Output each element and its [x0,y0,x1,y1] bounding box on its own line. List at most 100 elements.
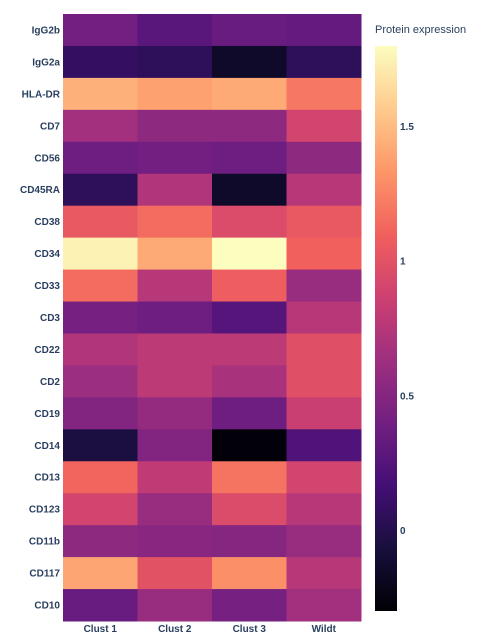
heatmap-cell [212,173,287,207]
heatmap-cell [286,237,362,271]
heatmap-cell [286,365,362,398]
heatmap-cell [137,269,213,303]
column-labels: Clust 1 Clust 2 Clust 3 Wildt [84,624,337,635]
heatmap-cell [63,269,138,303]
heatmap-cell [212,269,287,303]
heatmap-cell [63,77,138,111]
heatmap-cell [137,141,213,175]
heatmap-cell [137,397,213,430]
heatmap-cell [212,77,287,111]
heatmap-cell [63,301,138,334]
heatmap-cell [63,109,138,143]
heatmap-cell [286,205,362,239]
heatmap-cell [286,333,362,366]
heatmap-cell [212,429,287,462]
heatmap-cell [212,333,287,366]
heatmap-cell [286,557,362,590]
row-label: CD7 [40,121,60,132]
heatmap-cell [286,173,362,207]
colorbar-ticks: 0 0.5 1 1.5 [400,122,414,537]
heatmap-cell [137,493,213,526]
row-label: CD2 [40,377,60,388]
colorbar-tick-label: 1.5 [400,122,414,133]
heatmap-cell [212,14,287,47]
heatmap-cell [286,14,362,47]
heatmap-cell [63,14,138,47]
heatmap-cell [137,237,213,271]
heatmap-cell [63,461,138,494]
heatmap-cell [63,141,138,175]
heatmap-cell [137,461,213,494]
heatmap-cell [63,429,138,462]
heatmap-cell [286,141,362,175]
heatmap-cell [137,14,213,47]
heatmap-cell [137,45,213,79]
heatmap-cell [137,429,213,462]
column-label: Wildt [312,624,337,635]
row-label: CD3 [40,313,60,324]
row-label: CD123 [29,505,61,516]
heatmap-cell [286,493,362,526]
heatmap-cell [286,109,362,143]
heatmap-cell [63,237,138,271]
column-label: Clust 2 [158,624,192,635]
colorbar-tick-label: 1 [400,257,406,268]
row-label: IgG2b [32,25,60,36]
row-labels: IgG2b IgG2a HLA-DR CD7 CD56 CD45RA CD38 CD34 CD3… [20,25,61,611]
row-label: CD56 [34,153,60,164]
heatmap-cell [286,77,362,111]
heatmap-cell [286,525,362,558]
heatmap-cell [63,365,138,398]
heatmap-cell [212,45,287,79]
heatmap-cell [137,365,213,398]
heatmap-cells [63,14,362,622]
heatmap-cell [137,205,213,239]
heatmap-cell [63,205,138,239]
heatmap-cell [63,397,138,430]
heatmap-cell [212,589,287,622]
heatmap-cell [286,45,362,79]
heatmap-cell [212,397,287,430]
column-label: Clust 1 [84,624,118,635]
row-label: CD33 [34,281,60,292]
heatmap-cell [212,141,287,175]
heatmap-cell [212,461,287,494]
heatmap-cell [137,525,213,558]
heatmap-cell [286,301,362,334]
heatmap-cell [63,493,138,526]
row-label: CD38 [34,217,60,228]
heatmap-cell [137,109,213,143]
row-label: CD117 [29,569,60,580]
row-label: IgG2a [32,57,60,68]
heatmap-cell [212,365,287,398]
colorbar-tick-label: 0 [400,526,406,537]
heatmap-cell [63,45,138,79]
heatmap-cell [212,237,287,271]
heatmap-cell [286,429,362,462]
colorbar [375,46,397,611]
row-label: CD34 [34,249,60,260]
heatmap-cell [63,525,138,558]
heatmap-cell [63,173,138,207]
row-label: CD11b [29,537,60,548]
colorbar-tick-label: 0.5 [400,391,414,402]
heatmap-cell [63,589,138,622]
heatmap-cell [137,173,213,207]
heatmap-cell [286,589,362,622]
heatmap-cell [212,493,287,526]
row-label: CD13 [34,473,60,484]
heatmap-cell [212,525,287,558]
heatmap-cell [137,557,213,590]
heatmap-cell [212,109,287,143]
heatmap-cell [137,301,213,334]
heatmap-cell [286,461,362,494]
heatmap-cell [63,557,138,590]
heatmap-cell [286,397,362,430]
row-label: CD14 [34,441,60,452]
row-label: CD19 [34,409,60,420]
heatmap-cell [212,557,287,590]
heatmap-cell [137,589,213,622]
heatmap-cell [286,269,362,303]
heatmap-cell [212,205,287,239]
